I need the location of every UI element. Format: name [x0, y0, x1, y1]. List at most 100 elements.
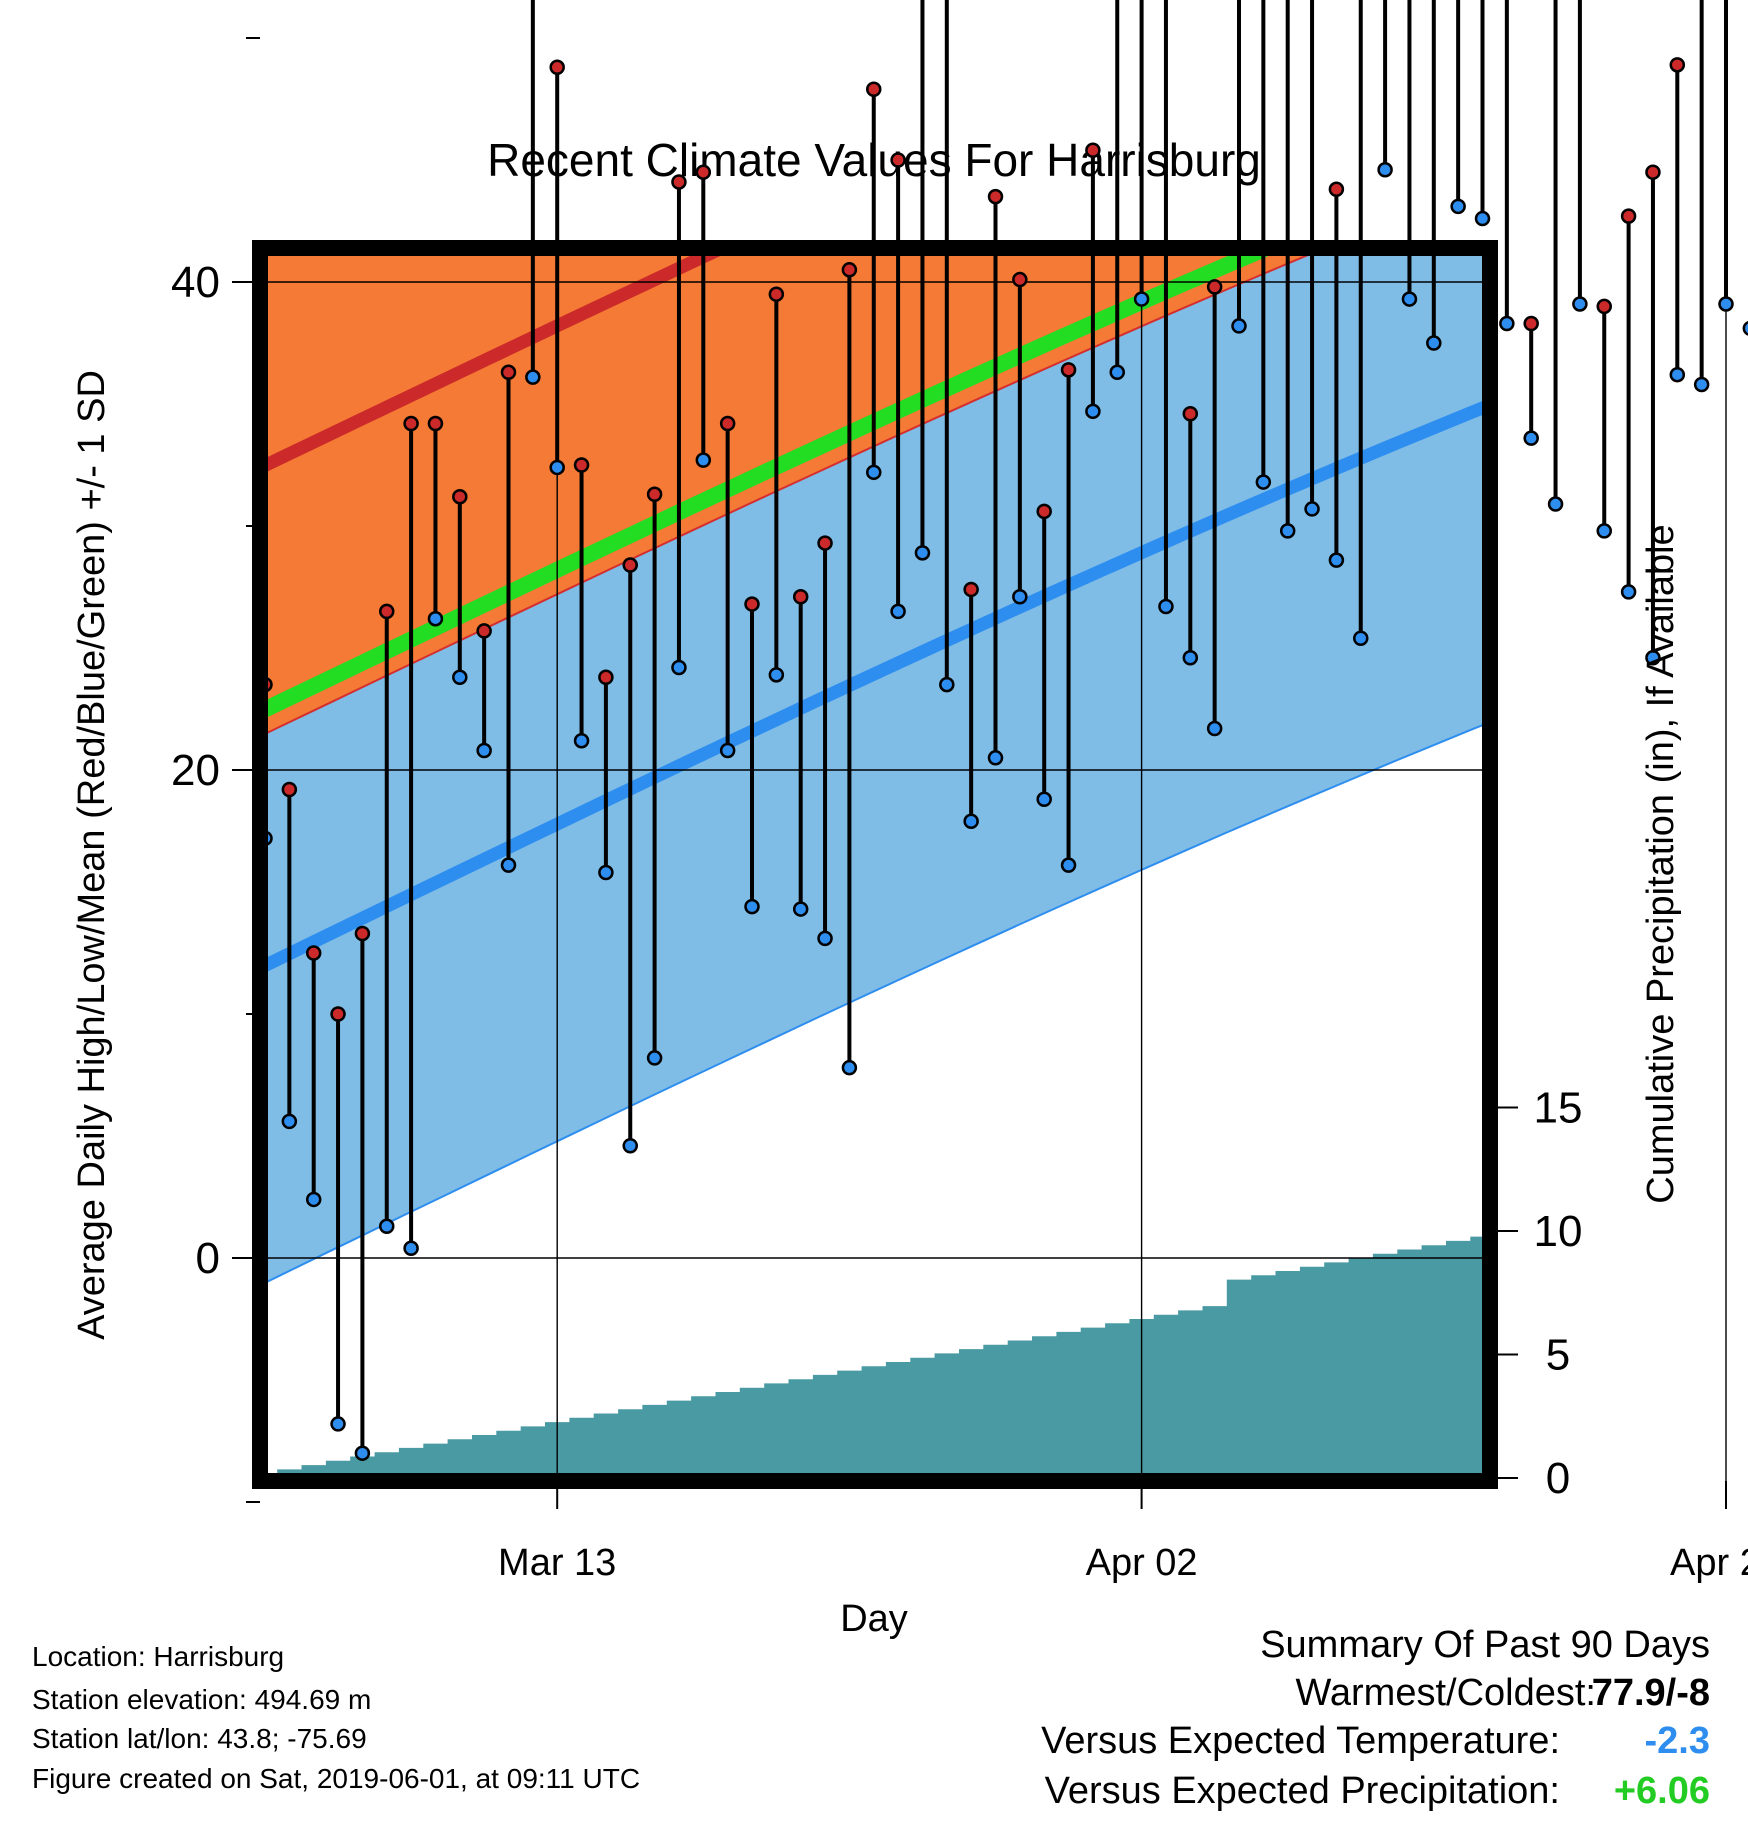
daily-low-point: [817, 930, 833, 947]
daily-low-point: [841, 1059, 858, 1076]
warmest-value: 77.9/-8: [1591, 1672, 1710, 1714]
x-tick-label: Apr 02: [1086, 1542, 1198, 1584]
daily-low-point: [1693, 376, 1710, 393]
daily-low-point: [719, 742, 736, 759]
daily-high-point: [1669, 57, 1686, 73]
daily-high-point: [622, 557, 638, 573]
daily-low-point: [890, 603, 906, 620]
daily-high-point: [768, 286, 785, 302]
daily-low-point: [1377, 162, 1393, 178]
y-tick-label: 0: [196, 1234, 220, 1283]
daily-low-point: [1328, 552, 1345, 568]
elevation-text: Station elevation: 494.69 m: [32, 1684, 372, 1715]
daily-low-point: [1596, 523, 1612, 539]
daily-low-point: [695, 452, 712, 468]
daily-low-point: [939, 676, 955, 693]
daily-low-point: [403, 1240, 419, 1256]
daily-high-point: [1085, 142, 1101, 158]
daily-low-point: [987, 750, 1004, 766]
normal-mean-line: [260, 248, 1288, 721]
daily-low-point: [1401, 291, 1418, 307]
summary-warmest-row: Warmest/Coldest: 77.9/-8: [0, 1672, 1748, 1718]
daily-low-point: [1718, 296, 1734, 312]
daily-low-point: [1304, 501, 1320, 517]
daily-low-point: [354, 1445, 371, 1461]
daily-low-point: [1279, 523, 1296, 539]
summary-precip-row: Versus Expected Precipitation: +6.06: [0, 1770, 1748, 1816]
daily-low-point: [330, 1416, 346, 1432]
daily-low-point: [1523, 430, 1539, 446]
daily-low-point: [768, 667, 785, 683]
location-text: Location: Harrisburg: [32, 1641, 285, 1672]
daily-high-point: [963, 581, 979, 598]
daily-high-point: [695, 164, 712, 180]
daily-high-point: [987, 188, 1004, 205]
daily-high-point: [500, 364, 517, 381]
y2-tick-label: 15: [1534, 1084, 1583, 1133]
daily-low-point: [427, 610, 444, 627]
daily-low-point: [866, 464, 882, 481]
daily-low-point: [1182, 650, 1199, 666]
daily-high-point: [890, 152, 906, 168]
daily-high-point: [379, 603, 395, 620]
y2-tick-label: 5: [1546, 1331, 1570, 1380]
daily-low-point: [914, 545, 931, 561]
daily-low-point: [379, 1218, 395, 1235]
daily-low-point: [500, 857, 517, 873]
daily-low-point: [671, 659, 687, 676]
daily-high-point: [1620, 208, 1637, 224]
x-tick-label: Apr 22: [1670, 1542, 1748, 1584]
precip-value: +6.06: [1613, 1770, 1710, 1812]
plot-frame: [252, 240, 1498, 1489]
daily-high-point: [671, 174, 687, 190]
daily-low-point: [646, 1050, 663, 1066]
daily-high-point: [427, 415, 444, 432]
daily-high-point: [354, 925, 371, 942]
cumulative-precip-area: [260, 1236, 1490, 1481]
daily-low-point: [1085, 403, 1101, 420]
daily-low-point: [1206, 720, 1223, 737]
temp-label: Versus Expected Temperature:: [1041, 1720, 1560, 1762]
daily-high-point: [281, 781, 298, 798]
daily-low-point: [1645, 650, 1661, 666]
daily-low-point: [549, 459, 565, 476]
summary-temp-row: Versus Expected Temperature: -2.3: [0, 1720, 1748, 1766]
daily-high-point: [719, 415, 736, 432]
daily-low-point: [744, 898, 760, 915]
daily-high-point: [573, 457, 590, 473]
daily-high-point: [744, 596, 760, 612]
daily-low-point: [1133, 291, 1150, 307]
daily-low-point: [598, 864, 614, 881]
latlon-text: Station lat/lon: 43.8; -75.69: [32, 1723, 367, 1754]
daily-low-point: [1499, 315, 1515, 332]
temp-value: -2.3: [1644, 1720, 1710, 1762]
daily-low-point: [1572, 296, 1588, 312]
daily-high-point: [305, 945, 322, 961]
daily-low-point: [1620, 584, 1637, 600]
daily-low-point: [525, 369, 541, 385]
daily-low-point: [452, 669, 468, 686]
precip-label: Versus Expected Precipitation:: [1044, 1770, 1560, 1812]
daily-low-point: [792, 901, 809, 917]
daily-high-point: [817, 535, 833, 551]
y2-axis-label: Cumulative Precipitation (in), If Availa…: [1640, 524, 1682, 1203]
x-axis-label: Day: [840, 1598, 908, 1640]
daily-low-point: [1450, 198, 1466, 215]
y2-tick-label: 10: [1534, 1207, 1583, 1256]
warmest-label: Warmest/Coldest:: [1295, 1672, 1596, 1714]
daily-high-point: [1036, 503, 1052, 520]
daily-low-point: [1036, 791, 1052, 808]
daily-low-point: [1255, 474, 1272, 490]
daily-high-point: [1328, 181, 1345, 198]
daily-high-point: [598, 669, 614, 686]
daily-high-point: [841, 262, 858, 278]
daily-low-point: [1474, 210, 1491, 227]
summary-title: Summary Of Past 90 Days: [1260, 1624, 1710, 1666]
y-tick-label: 20: [171, 746, 220, 795]
daily-low-point: [476, 742, 492, 759]
daily-low-point: [1426, 335, 1442, 351]
daily-high-point: [330, 1006, 346, 1022]
normal-low-line: [260, 397, 1490, 976]
daily-low-point: [1158, 598, 1174, 615]
